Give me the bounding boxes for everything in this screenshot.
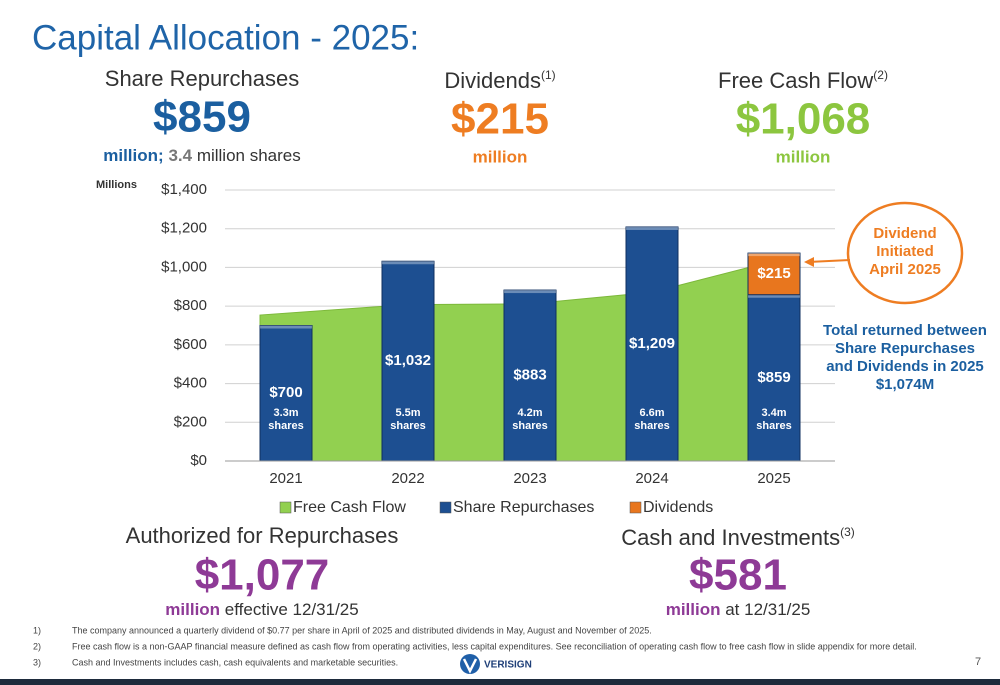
- footnote-text: Cash and Investments includes cash, cash…: [72, 657, 398, 667]
- bar: [259, 325, 313, 462]
- legend-swatch: [439, 501, 452, 514]
- stat-value: $1,068: [736, 95, 871, 144]
- bar-note: 3.4m: [761, 407, 786, 419]
- stat-label-text: Dividends: [444, 68, 541, 93]
- bar-highlight: [748, 253, 800, 257]
- bar: [503, 289, 557, 462]
- value-label: $859: [757, 369, 790, 386]
- bar-note: shares: [512, 420, 547, 432]
- stat-unit: million: [165, 600, 220, 619]
- x-tick-label: 2025: [757, 470, 790, 487]
- bar-highlight: [626, 226, 678, 230]
- x-tick-label: 2021: [269, 470, 302, 487]
- footnote-number: 2): [33, 641, 41, 651]
- stat-value: $1,077: [195, 551, 330, 600]
- bar-note: shares: [634, 420, 669, 432]
- y-tick-label: $0: [190, 452, 207, 469]
- y-tick-label: $1,200: [161, 220, 207, 237]
- stat-unit: million: [473, 147, 528, 166]
- y-tick-label: $200: [174, 413, 207, 430]
- bar-note: shares: [756, 420, 791, 432]
- stat-sup: (3): [840, 525, 855, 539]
- legend-label: Free Cash Flow: [293, 499, 406, 516]
- value-label: $1,032: [385, 352, 431, 369]
- value-label: $700: [269, 384, 302, 401]
- stat-label-text: Cash and Investments: [621, 525, 840, 550]
- bar-note: 5.5m: [395, 407, 420, 419]
- legend-swatch: [279, 501, 292, 514]
- bar-highlight: [382, 261, 434, 265]
- total-text: and Dividends in 2025: [826, 358, 984, 375]
- stat-value: $859: [153, 93, 251, 142]
- callout-arrowhead: [804, 257, 814, 267]
- bar-highlight: [748, 294, 800, 298]
- total-text: Share Repurchases: [835, 340, 975, 357]
- bar-note: shares: [268, 420, 303, 432]
- y-tick-label: $1,400: [161, 181, 207, 198]
- footnote-number: 1): [33, 625, 41, 635]
- callout-text: April 2025: [869, 261, 941, 278]
- legend-label: Dividends: [643, 499, 713, 516]
- footnote-text: Free cash flow is a non-GAAP financial m…: [72, 641, 917, 651]
- page-number: 7: [975, 656, 981, 668]
- stat-note: million at 12/31/25: [666, 600, 811, 619]
- stat-sup: (2): [873, 68, 888, 82]
- x-tick-label: 2022: [391, 470, 424, 487]
- stat-note: million effective 12/31/25: [165, 600, 358, 619]
- x-tick-label: 2024: [635, 470, 668, 487]
- slide-title: Capital Allocation - 2025:: [32, 18, 419, 57]
- legend-swatch: [629, 501, 642, 514]
- stat-value: $215: [451, 95, 549, 144]
- bar-highlight: [260, 325, 312, 329]
- stat-label: Cash and Investments(3): [621, 525, 855, 550]
- stat-sup: (1): [541, 68, 556, 82]
- callout-text: Initiated: [876, 243, 934, 260]
- y-tick-label: $800: [174, 297, 207, 314]
- callout-arrow: [807, 259, 851, 263]
- footnote-text: The company announced a quarterly divide…: [72, 625, 652, 635]
- stat-unit: million;: [103, 146, 163, 165]
- bar-note: 4.2m: [517, 407, 542, 419]
- footnote-number: 3): [33, 657, 41, 667]
- stat-value: $581: [689, 551, 787, 600]
- y-axis-label: Millions: [96, 179, 137, 191]
- y-tick-label: $600: [174, 336, 207, 353]
- bar: [381, 260, 435, 462]
- stat-note-text: million shares: [197, 146, 301, 165]
- bar-note: shares: [390, 420, 425, 432]
- stat-label: Free Cash Flow(2): [718, 68, 888, 93]
- bar-highlight: [504, 290, 556, 294]
- value-label: $883: [513, 367, 546, 384]
- callout-text: Dividend: [873, 225, 936, 242]
- stat-label-text: Free Cash Flow: [718, 68, 873, 93]
- stat-unit: million: [666, 600, 721, 619]
- footer-bar: [0, 679, 1000, 685]
- bar: [747, 252, 801, 296]
- stat-note: million; 3.4 million shares: [103, 146, 301, 165]
- stat-label: Share Repurchases: [105, 66, 299, 91]
- y-tick-label: $400: [174, 375, 207, 392]
- stat-note-text: effective 12/31/25: [225, 600, 359, 619]
- stat-label: Authorized for Repurchases: [126, 523, 399, 548]
- stat-shares: 3.4: [168, 146, 192, 165]
- stat-note-text: at 12/31/25: [725, 600, 810, 619]
- callout-circle: [846, 201, 964, 305]
- stat-label: Dividends(1): [444, 68, 555, 93]
- stat-unit: million: [776, 147, 831, 166]
- logo-text: VERISIGN: [484, 660, 532, 671]
- value-label: $215: [757, 265, 790, 282]
- bar-note: 3.3m: [273, 407, 298, 419]
- total-text: $1,074M: [876, 376, 934, 393]
- y-tick-label: $1,000: [161, 258, 207, 275]
- x-tick-label: 2023: [513, 470, 546, 487]
- bar-note: 6.6m: [639, 407, 664, 419]
- logo-check: [462, 658, 478, 674]
- total-text: Total returned between: [823, 322, 987, 339]
- value-label: $1,209: [629, 335, 675, 352]
- legend-label: Share Repurchases: [453, 499, 594, 516]
